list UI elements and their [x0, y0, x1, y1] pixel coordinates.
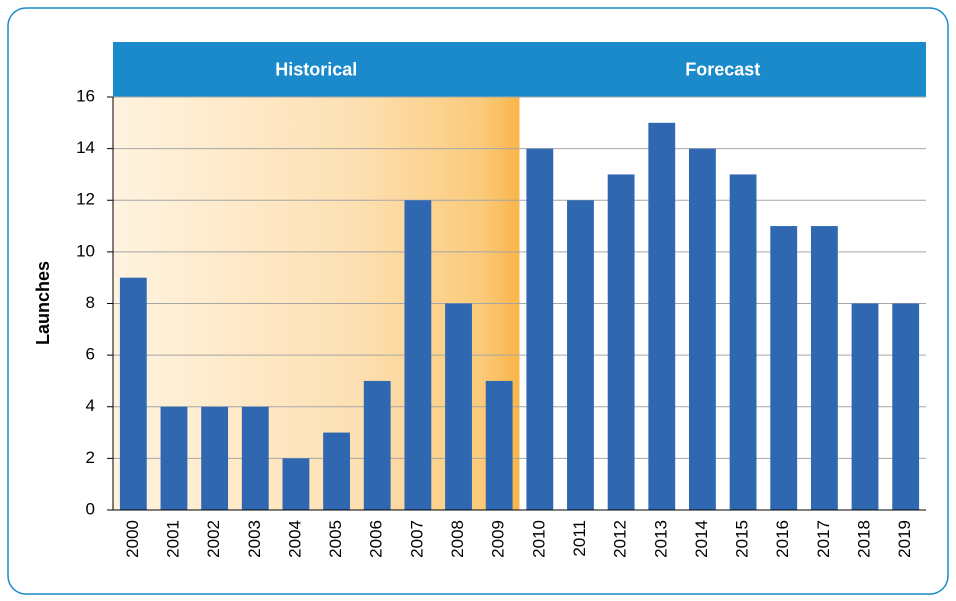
x-tick-label: 2019	[895, 520, 914, 558]
bar	[567, 200, 594, 510]
y-tick-label: 6	[86, 345, 95, 364]
bar	[323, 432, 350, 510]
bar	[445, 303, 472, 510]
bar	[201, 406, 229, 510]
region-header	[519, 42, 926, 97]
bar	[648, 122, 676, 510]
x-tick-label: 2002	[204, 520, 223, 558]
y-tick-label: 2	[86, 448, 95, 467]
x-tick-label: 2009	[489, 520, 508, 558]
region-label: Forecast	[685, 59, 760, 79]
y-axis-label: Launches	[33, 261, 53, 345]
bar	[689, 148, 716, 510]
x-tick-label: 2012	[611, 520, 630, 558]
x-tick-label: 2013	[651, 520, 670, 558]
x-tick-label: 2015	[733, 520, 752, 558]
x-tick-label: 2010	[529, 520, 548, 558]
region-header	[113, 42, 520, 97]
y-tick-label: 12	[76, 190, 95, 209]
bar	[770, 226, 798, 510]
y-tick-label: 14	[76, 138, 95, 157]
region-label: Historical	[275, 59, 357, 79]
bar	[485, 380, 513, 510]
y-tick-label: 16	[76, 86, 95, 105]
x-tick-label: 2011	[570, 520, 589, 557]
bar	[526, 148, 554, 510]
x-tick-label: 2003	[245, 520, 264, 558]
x-tick-label: 2018	[855, 520, 874, 558]
bar	[851, 303, 879, 510]
x-tick-label: 2004	[285, 520, 304, 558]
bar	[729, 174, 757, 510]
bar	[160, 406, 188, 510]
bar	[119, 277, 147, 510]
x-tick-label: 2006	[367, 520, 386, 558]
x-tick-label: 2017	[814, 520, 833, 558]
x-tick-label: 2001	[163, 520, 182, 558]
y-tick-label: 10	[76, 241, 95, 260]
bar	[241, 406, 269, 510]
bar	[810, 226, 838, 510]
bar	[282, 458, 310, 510]
x-tick-label: 2008	[448, 520, 467, 558]
bar	[363, 380, 391, 510]
bar	[892, 303, 920, 510]
bar	[607, 174, 635, 510]
bar	[404, 200, 432, 510]
y-tick-label: 4	[86, 396, 95, 415]
x-tick-label: 2016	[773, 520, 792, 558]
y-tick-label: 8	[86, 293, 95, 312]
x-tick-label: 2005	[326, 520, 345, 558]
x-tick-label: 2000	[123, 520, 142, 558]
x-tick-label: 2007	[407, 520, 426, 558]
y-tick-label: 0	[86, 499, 95, 518]
x-tick-label: 2014	[692, 520, 711, 558]
